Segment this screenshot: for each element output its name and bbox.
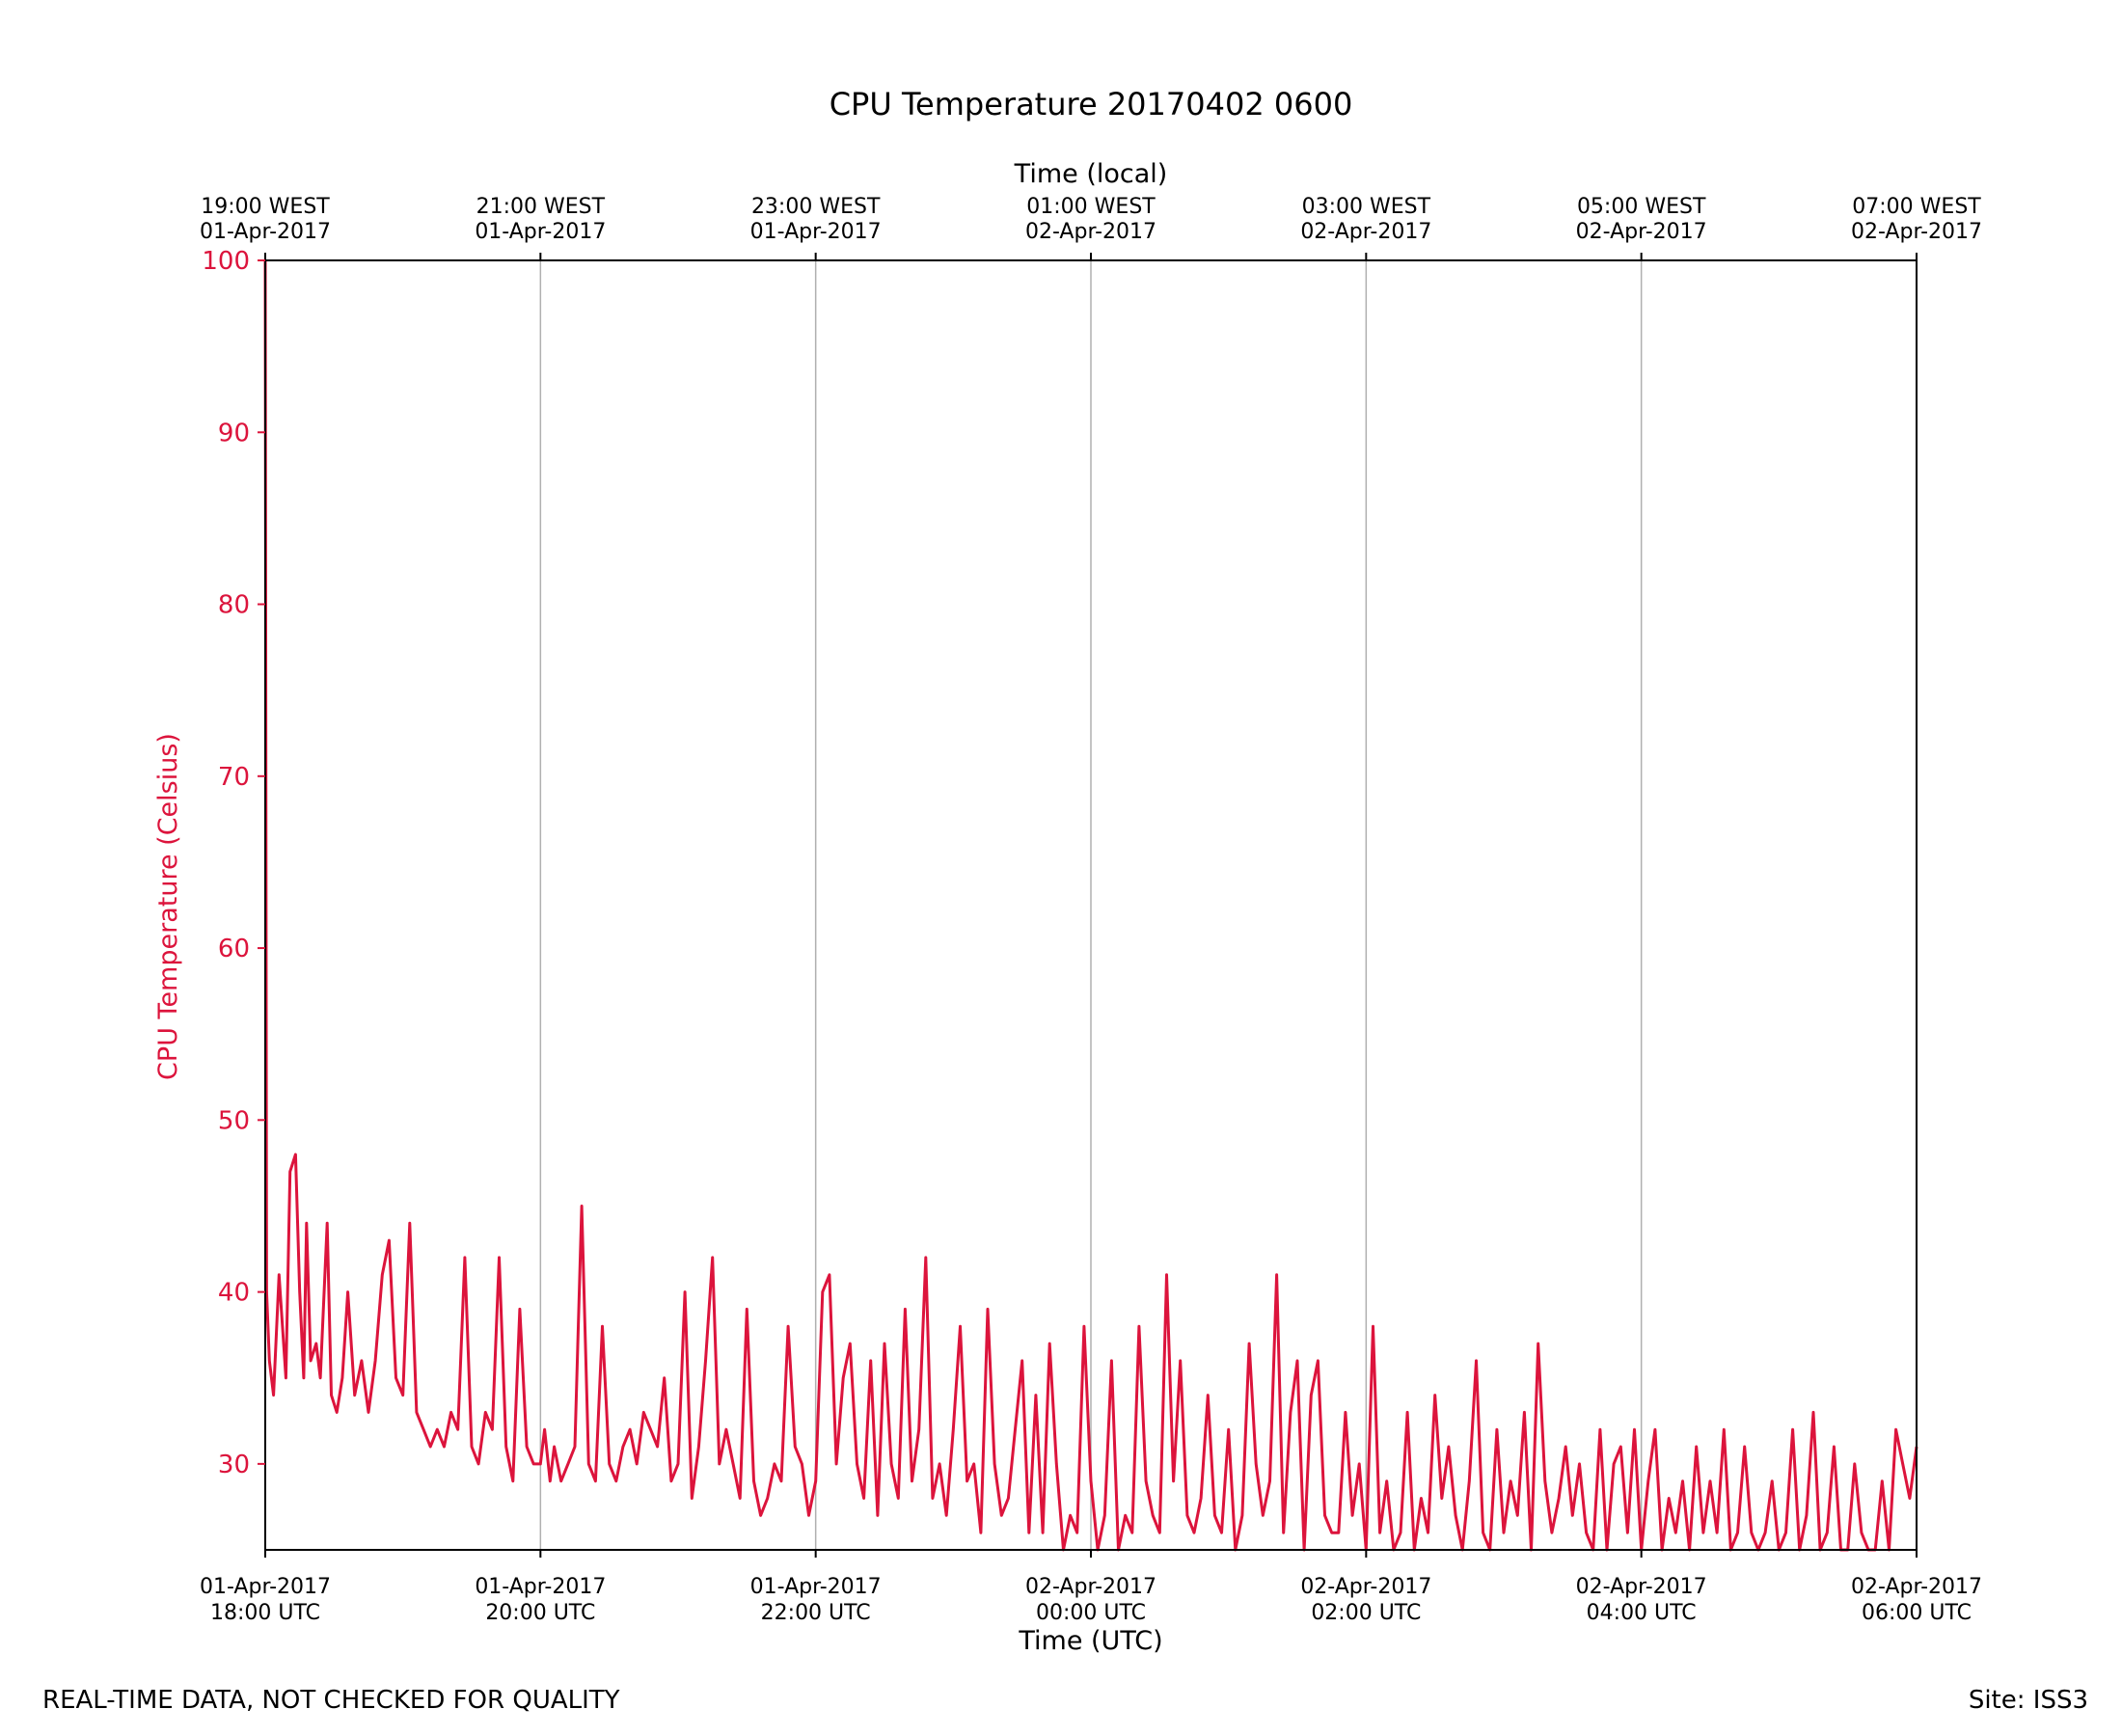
temperature-series-line — [263, 259, 1918, 1552]
y-tick-label: 60 — [218, 935, 250, 963]
x-axis-title: Time (UTC) — [1018, 1626, 1162, 1656]
bottom-tick-time: 02:00 UTC — [1311, 1601, 1421, 1625]
y-tick-label: 30 — [218, 1451, 250, 1479]
bottom-tick-date: 02-Apr-2017 — [1025, 1575, 1156, 1599]
top-tick-time: 19:00 WEST — [201, 195, 330, 219]
top-tick-date: 01-Apr-2017 — [475, 220, 606, 244]
top-axis-title: Time (local) — [1014, 159, 1168, 189]
top-tick-time: 01:00 WEST — [1026, 195, 1156, 219]
top-tick-date: 02-Apr-2017 — [1300, 220, 1431, 244]
y-axis-title: CPU Temperature (Celsius) — [153, 733, 183, 1080]
quality-disclaimer: REAL-TIME DATA, NOT CHECKED FOR QUALITY — [42, 1686, 620, 1715]
bottom-tick-time: 22:00 UTC — [761, 1601, 871, 1625]
vertical-gridlines — [539, 260, 1643, 1550]
top-tick-date: 02-Apr-2017 — [1851, 220, 1982, 244]
bottom-tick-date: 02-Apr-2017 — [1300, 1575, 1431, 1599]
chart-title: CPU Temperature 20170402 0600 — [830, 86, 1353, 122]
top-tick-date: 01-Apr-2017 — [750, 220, 882, 244]
series-layer — [263, 259, 1918, 1552]
bottom-tick-time: 18:00 UTC — [210, 1601, 320, 1625]
bottom-tick-date: 02-Apr-2017 — [1576, 1575, 1707, 1599]
site-label: Site: ISS3 — [1969, 1686, 2088, 1715]
top-tick-time: 05:00 WEST — [1577, 195, 1706, 219]
y-tick-label: 90 — [218, 419, 250, 448]
y-tick-label: 70 — [218, 763, 250, 792]
top-tick-date: 01-Apr-2017 — [200, 220, 331, 244]
top-tick-time: 07:00 WEST — [1852, 195, 1981, 219]
bottom-tick-time: 06:00 UTC — [1862, 1601, 1972, 1625]
bottom-tick-date: 02-Apr-2017 — [1851, 1575, 1982, 1599]
top-tick-date: 02-Apr-2017 — [1576, 220, 1707, 244]
top-tick-time: 23:00 WEST — [751, 195, 881, 219]
bottom-tick-date: 01-Apr-2017 — [750, 1575, 882, 1599]
y-axis: 30 40 50 60 70 80 90 100 — [202, 247, 265, 1479]
bottom-tick-time: 00:00 UTC — [1036, 1601, 1146, 1625]
top-tick-date: 02-Apr-2017 — [1025, 220, 1156, 244]
bottom-tick-date: 01-Apr-2017 — [200, 1575, 331, 1599]
y-tick-label: 40 — [218, 1279, 250, 1308]
y-tick-label: 80 — [218, 591, 250, 620]
y-tick-label: 100 — [202, 247, 250, 276]
bottom-tick-time: 04:00 UTC — [1587, 1601, 1697, 1625]
top-tick-time: 03:00 WEST — [1302, 195, 1431, 219]
top-tick-time: 21:00 WEST — [476, 195, 606, 219]
bottom-tick-date: 01-Apr-2017 — [475, 1575, 606, 1599]
bottom-tick-time: 20:00 UTC — [485, 1601, 595, 1625]
y-tick-label: 50 — [218, 1106, 250, 1135]
